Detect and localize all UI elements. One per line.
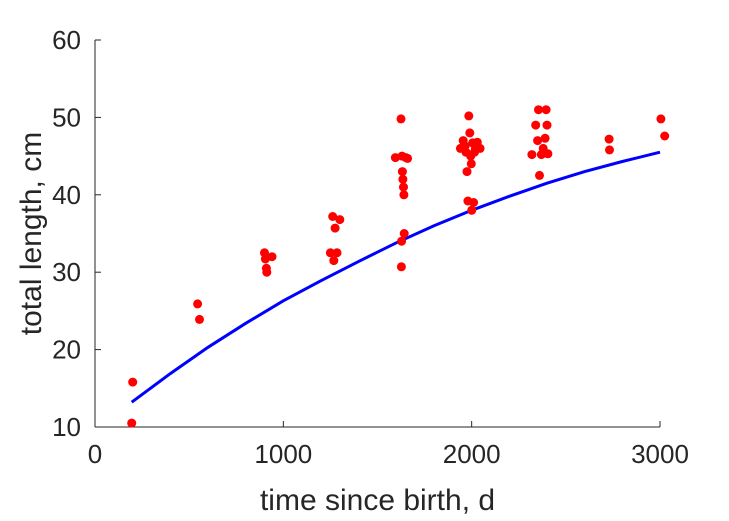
data-point (660, 131, 670, 141)
data-point (195, 314, 204, 324)
data-point (330, 223, 340, 233)
data-point (534, 105, 543, 115)
data-point (267, 252, 277, 262)
data-point (399, 190, 409, 200)
y-axis-label: total length, cm (15, 132, 48, 335)
data-point (527, 150, 537, 160)
data-point (325, 248, 335, 258)
data-point (399, 182, 408, 192)
fit-curve-layer (130, 150, 661, 404)
data-point (328, 212, 338, 221)
data-point (399, 229, 409, 238)
data-point (531, 120, 541, 130)
data-point (541, 105, 551, 115)
data-point (396, 114, 406, 124)
y-tick-label: 50 (52, 102, 81, 132)
x-tick-label: 3000 (631, 439, 689, 469)
data-point (128, 377, 138, 387)
y-tick-label: 20 (52, 335, 81, 365)
data-point (475, 143, 485, 153)
y-tick-label: 60 (52, 25, 81, 55)
data-point (542, 120, 552, 130)
data-point (533, 136, 543, 146)
data-point (465, 128, 475, 138)
data-point (332, 248, 342, 258)
data-point (604, 134, 614, 144)
data-point (127, 418, 137, 428)
x-tick-label: 0 (88, 439, 102, 469)
data-point (262, 267, 272, 277)
data-point (335, 215, 345, 225)
data-point (193, 299, 203, 309)
data-point (535, 170, 544, 180)
data-points-layer (127, 105, 670, 428)
data-point (396, 262, 406, 272)
data-point (397, 236, 407, 246)
y-tick-label: 10 (52, 412, 81, 442)
data-point (605, 145, 614, 155)
data-point (656, 114, 666, 124)
data-point (462, 167, 472, 177)
data-point (543, 149, 553, 159)
data-point (467, 205, 477, 215)
data-point (329, 256, 339, 266)
data-point (469, 198, 479, 207)
data-point (397, 167, 407, 177)
data-point (540, 133, 550, 143)
x-tick-label: 1000 (254, 439, 312, 469)
data-point (403, 153, 413, 163)
y-tick-label: 40 (52, 180, 81, 210)
axes (94, 39, 661, 428)
y-tick-label: 30 (52, 257, 81, 287)
x-tick-label: 2000 (443, 439, 501, 469)
tick-labels: 0 1000 2000 3000 10 20 30 40 50 60 (52, 25, 689, 469)
data-point (464, 111, 474, 121)
data-point (398, 174, 408, 184)
x-axis-label: time since birth, d (260, 484, 495, 517)
fit-curve (130, 150, 661, 404)
data-point (466, 159, 476, 169)
